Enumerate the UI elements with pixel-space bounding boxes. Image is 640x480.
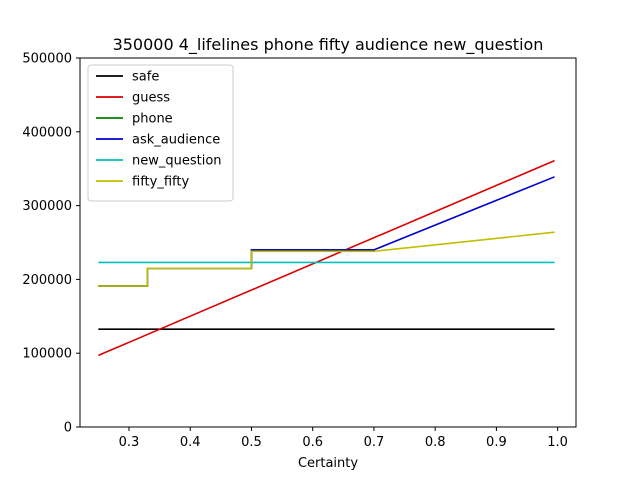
plot-frame — [79, 57, 577, 428]
y-axis: 0 100000 200000 300000 400000 500000 — [22, 52, 80, 436]
x-tick-label: 1.0 — [547, 435, 568, 450]
y-tick-label: 200000 — [22, 273, 72, 288]
x-tick-label: 0.8 — [425, 435, 446, 450]
x-tick-label: 0.7 — [364, 435, 385, 450]
series-line-guess — [98, 159, 555, 357]
chart-title: 350000 4_lifelines phone fifty audience … — [113, 35, 544, 55]
legend-label-phone: phone — [132, 112, 173, 127]
series-line-fifty-fifty — [98, 231, 555, 287]
y-tick-label: 500000 — [22, 52, 72, 67]
x-axis-label: Certainty — [298, 456, 358, 471]
legend-box — [87, 64, 234, 202]
y-tick-label: 0 — [64, 421, 72, 436]
x-tick-label: 0.6 — [302, 435, 323, 450]
y-tick-label: 100000 — [22, 347, 72, 362]
legend-label-safe: safe — [132, 70, 159, 85]
x-tick-label: 0.3 — [119, 435, 140, 450]
legend-label-new-question: new_question — [132, 154, 222, 169]
x-axis: 0.3 0.4 0.5 0.6 0.7 0.8 0.9 1.0 — [119, 427, 568, 450]
legend-label-guess: guess — [132, 91, 170, 106]
legend-label-ask-audience: ask_audience — [132, 133, 220, 148]
y-tick-label: 400000 — [22, 125, 72, 140]
y-tick-label: 300000 — [22, 199, 72, 214]
legend: safe guess phone ask_audience new_questionfi… — [87, 64, 234, 202]
x-tick-label: 0.4 — [180, 435, 201, 450]
x-tick-label: 0.9 — [486, 435, 507, 450]
legend-label-fifty-fifty: fifty_fifty — [132, 175, 189, 190]
series-layer — [98, 159, 555, 357]
x-tick-label: 0.5 — [241, 435, 262, 450]
